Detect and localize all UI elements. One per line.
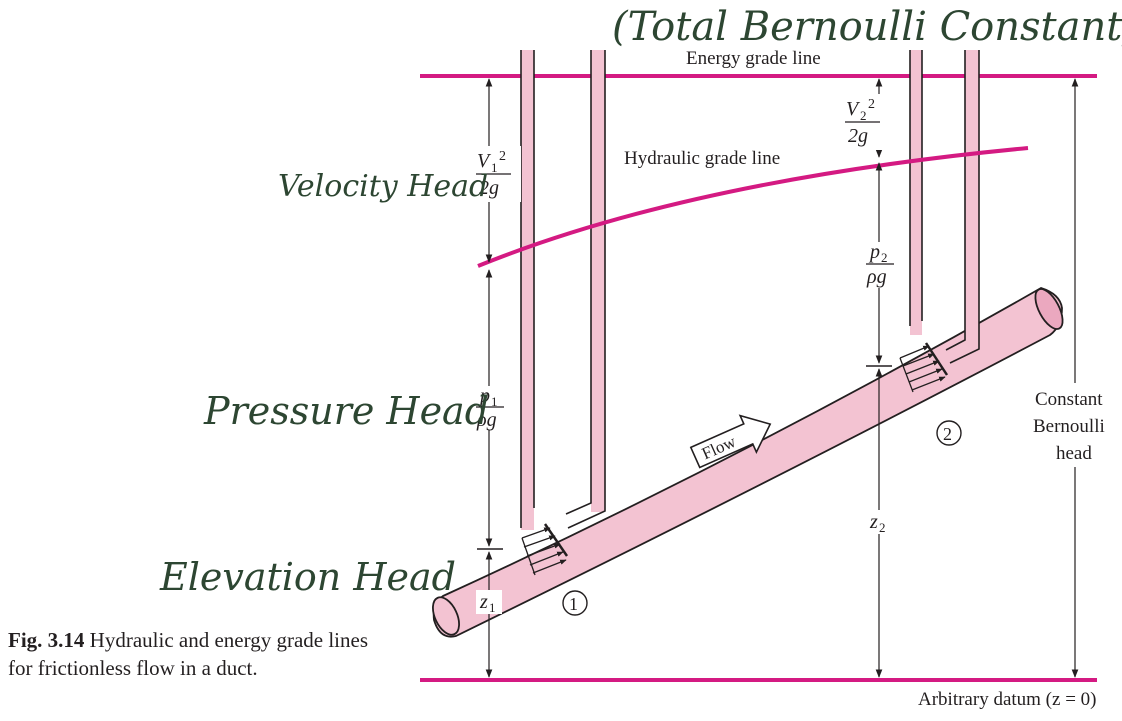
- velocity-head-1-formula: V 1 2 2g: [473, 146, 521, 202]
- svg-text:2g: 2g: [479, 177, 499, 199]
- svg-text:2: 2: [879, 520, 886, 535]
- svg-text:1: 1: [491, 394, 498, 409]
- constant-head-label: Constant Bernoulli head: [1028, 383, 1120, 467]
- pitot-tube-2: [945, 50, 980, 364]
- svg-text:2: 2: [860, 108, 867, 123]
- pitot-tube-1: [565, 50, 606, 529]
- figure-number: Fig. 3.14: [8, 628, 85, 652]
- energy-grade-label: Energy grade line: [686, 48, 821, 69]
- elevation-head-2-formula: z 2: [866, 510, 892, 535]
- svg-text:2g: 2g: [848, 125, 868, 147]
- svg-text:1: 1: [569, 594, 578, 614]
- piezometer-tube-2: [909, 50, 923, 335]
- elevation-head-label: Elevation Head: [159, 555, 456, 599]
- pipe: [432, 287, 1063, 638]
- svg-text:ρg: ρg: [476, 409, 497, 431]
- svg-text:p: p: [478, 385, 490, 407]
- station-2-marker: 2: [936, 420, 962, 446]
- pressure-head-1-formula: p 1 ρg: [473, 385, 513, 431]
- velocity-head-2-formula: V 2 2 2g: [842, 94, 890, 150]
- title-handwritten: (Total Bernoulli Constant): [612, 4, 1122, 50]
- velocity-head-label: Velocity Head: [278, 169, 488, 204]
- svg-text:2: 2: [881, 250, 888, 265]
- velocity-profile-1: [521, 523, 569, 576]
- svg-text:2: 2: [943, 424, 952, 444]
- svg-text:1: 1: [491, 160, 498, 175]
- svg-text:V: V: [846, 98, 861, 120]
- svg-text:p: p: [868, 241, 880, 263]
- svg-text:2: 2: [868, 97, 875, 112]
- datum-label: Arbitrary datum (z = 0): [918, 689, 1097, 710]
- elevation-head-1-formula: z 1: [476, 590, 502, 615]
- pipe-left-end: [432, 596, 460, 636]
- svg-text:1: 1: [489, 600, 496, 615]
- pressure-head-2-formula: p 2 ρg: [863, 241, 901, 288]
- velocity-profile-2: [899, 342, 949, 393]
- svg-text:2: 2: [499, 149, 506, 164]
- hydraulic-grade-label: Hydraulic grade line: [624, 148, 780, 169]
- pressure-head-label: Pressure Head: [203, 389, 489, 433]
- figure-caption-text: Hydraulic and energy grade lines for fri…: [8, 628, 369, 680]
- svg-text:Constant: Constant: [1035, 389, 1103, 410]
- pipe-right-end: [1034, 288, 1064, 330]
- hydraulic-grade-line: [477, 146, 1029, 268]
- station-1-marker: 1: [562, 590, 588, 616]
- svg-text:V: V: [477, 150, 492, 172]
- svg-text:ρg: ρg: [866, 266, 887, 288]
- piezometer-tube-1: [520, 50, 535, 530]
- figure-caption: Fig. 3.14 Hydraulic and energy grade lin…: [8, 626, 380, 682]
- svg-text:Bernoulli: Bernoulli: [1033, 416, 1105, 437]
- svg-text:z: z: [869, 511, 878, 533]
- svg-text:z: z: [479, 591, 488, 613]
- svg-text:head: head: [1056, 443, 1092, 464]
